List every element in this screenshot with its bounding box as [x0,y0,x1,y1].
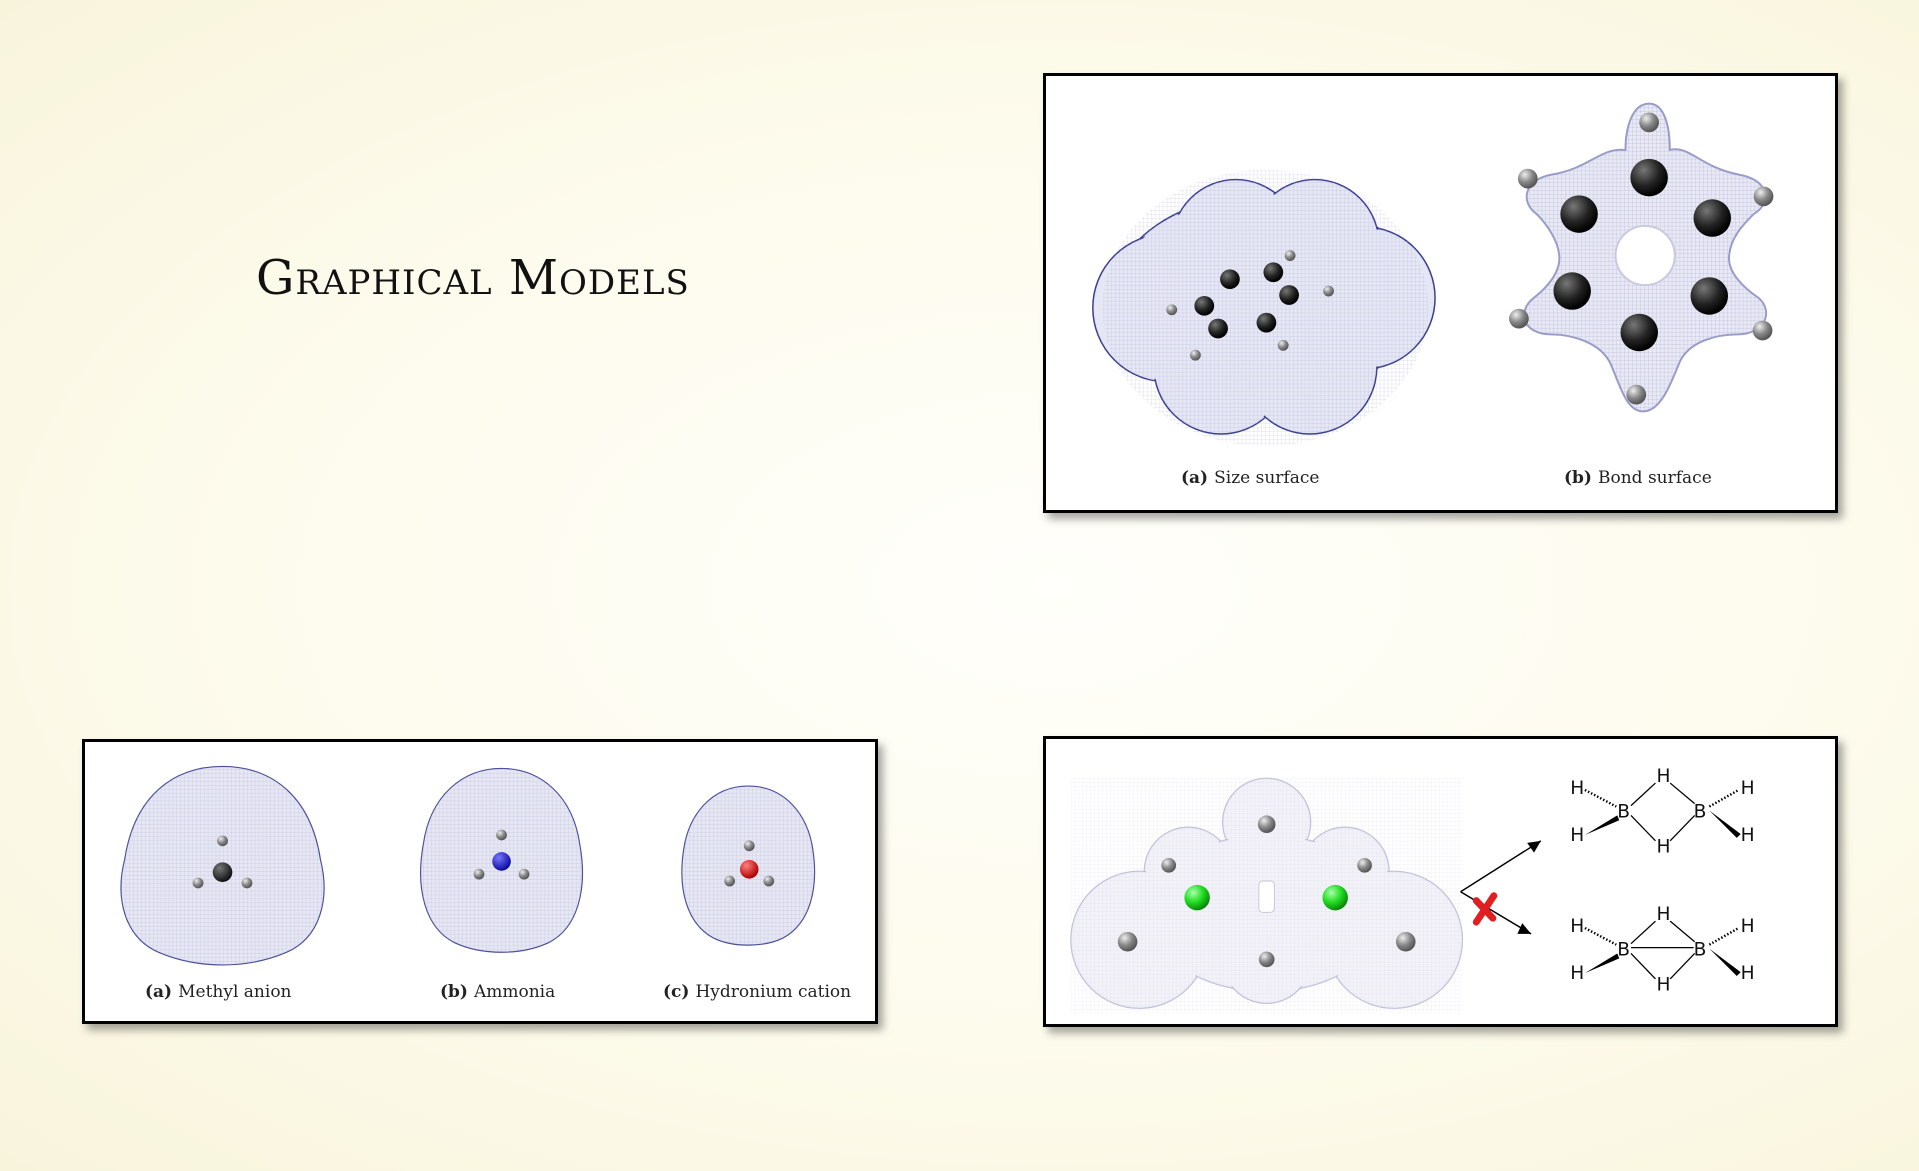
diborane-structure-upper: H H B H H B H H [1570,766,1754,858]
cross-mark [1472,892,1498,926]
reaction-arrows [1460,840,1542,935]
small-molecules-figure: (a) Methyl anion (b) Ammonia (c) Hydronium … [82,739,878,1024]
svg-text:H: H [1741,778,1755,799]
svg-text:H: H [1570,963,1584,984]
svg-text:H: H [1656,837,1670,858]
svg-text:H: H [1656,766,1670,787]
caption-tag: (c) [663,982,690,1002]
caption-text: Bond surface [1597,468,1712,488]
svg-text:H: H [1741,963,1755,984]
caption-text: Methyl anion [178,982,292,1002]
caption-tag: (b) [440,982,468,1002]
caption-text: Ammonia [473,982,556,1002]
bond-surface-atoms [1509,112,1774,405]
hydronium-cation [681,785,816,946]
svg-text:B: B [1694,939,1707,960]
svg-text:H: H [1656,975,1670,996]
svg-text:H: H [1741,825,1755,846]
bond-surface [1509,102,1774,413]
caption-text: Hydronium cation [695,982,852,1002]
diborane-surface [1070,777,1464,1014]
diborane-structure-lower: H H B H H B H H [1570,904,1754,996]
caption-bond-surface: (b) Bond surface [1564,468,1712,488]
caption-tag: (b) [1564,468,1592,488]
svg-text:B: B [1617,939,1630,960]
caption-size-surface: (a) Size surface [1181,468,1319,488]
svg-text:H: H [1656,904,1670,925]
svg-text:H: H [1570,916,1584,937]
caption-ammonia: (b) Ammonia [440,982,555,1002]
benzene-graphic [1092,102,1774,446]
caption-text: Size surface [1214,468,1320,488]
caption-tag: (a) [1181,468,1209,488]
svg-text:H: H [1570,778,1584,799]
ammonia [420,767,583,953]
svg-text:H: H [1741,916,1755,937]
methyl-anion [120,765,325,966]
svg-text:B: B [1694,801,1707,822]
page-title: Graphical Models [256,250,690,306]
diborane-graphic: H H B H H B H H H H B H H [1070,766,1755,1014]
size-surface [1092,169,1436,446]
svg-text:B: B [1617,801,1630,822]
caption-tag: (a) [145,982,173,1002]
diborane-figure: H H B H H B H H H H B H H [1043,736,1838,1027]
size-surface-atoms [1166,250,1334,361]
caption-hydronium-cation: (c) Hydronium cation [663,982,851,1002]
small-molecules-graphic [120,765,816,966]
svg-text:H: H [1570,825,1584,846]
caption-methyl-anion: (a) Methyl anion [145,982,292,1002]
benzene-figure: (a) Size surface (b) Bond surface [1043,73,1838,513]
